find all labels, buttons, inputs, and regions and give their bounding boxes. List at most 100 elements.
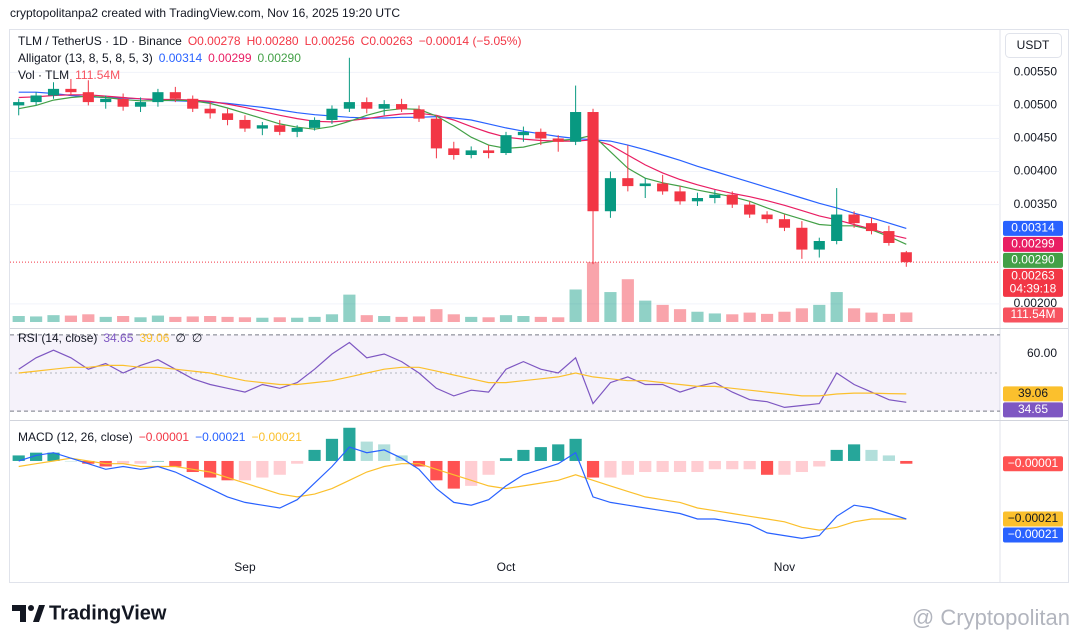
legend-item: MACD (12, 26, close) [18, 430, 133, 444]
legend-item: H0.00280 [247, 34, 299, 48]
volume-bar [673, 309, 687, 322]
histogram-bar [534, 447, 547, 461]
histogram-bar [726, 460, 739, 470]
histogram-bar [117, 460, 130, 464]
candle-body [691, 198, 704, 202]
candle-body [500, 135, 512, 154]
volume-bar [882, 313, 895, 322]
price-badge [1003, 527, 1063, 543]
volume-bar [552, 317, 565, 322]
histogram-bar [151, 460, 165, 462]
legend-row: Alligator (13, 8, 5, 8, 5, 3) 0.00314 0.00… [18, 51, 301, 65]
histogram-bar [204, 460, 217, 478]
histogram-bar [360, 441, 373, 461]
volume-bar [308, 316, 321, 322]
candle-body [483, 150, 495, 154]
histogram-bar [64, 460, 78, 462]
candle-body [430, 118, 442, 149]
histogram-bar [621, 460, 634, 475]
histogram-bar [325, 438, 339, 461]
candle-body [378, 104, 390, 109]
histogram-bar [378, 444, 391, 461]
candle-body [169, 92, 181, 99]
legend-item: ∅ [175, 331, 185, 345]
candle-body [552, 138, 564, 142]
y-tick-label: 0.00450 [1014, 131, 1058, 145]
header: cryptopolitanpa2 created with TradingVie… [10, 6, 400, 20]
volume-bar [743, 312, 756, 322]
volume-bar [795, 308, 808, 322]
histogram-bar [656, 460, 669, 473]
price-badge [1003, 511, 1063, 527]
y-tick-label: 0.00200 [1014, 296, 1058, 310]
volume-bar [708, 313, 721, 322]
candle-body [30, 95, 42, 103]
currency-button[interactable] [1005, 33, 1062, 58]
histogram-bar [604, 460, 617, 478]
currency[interactable]: USDT [1017, 38, 1050, 52]
histogram-bar [882, 455, 895, 461]
legend-item: O0.00278 [188, 34, 241, 48]
legend-item: −0.00021 [195, 430, 246, 444]
candle-body [517, 131, 529, 136]
line [18, 457, 907, 531]
volume-bar [360, 315, 373, 322]
candle-body [100, 98, 112, 103]
price-badge [1003, 402, 1063, 418]
candle-body [831, 214, 843, 241]
volume-bar [378, 316, 391, 322]
volume-bar [621, 279, 634, 322]
candle-body [587, 112, 599, 212]
price-badge-label: 04:39:18 [1010, 282, 1057, 296]
volume-bar [569, 289, 582, 322]
volume-bar [847, 308, 861, 322]
histogram-bar [830, 449, 843, 461]
legend-item: −0.00021 [251, 430, 302, 444]
candle-body [639, 183, 651, 187]
candle-body [239, 119, 251, 129]
volume-bar [465, 316, 478, 322]
candle-body [709, 194, 721, 199]
volume-bar [99, 316, 112, 322]
line [18, 364, 907, 397]
y-tick-label: 0.00350 [1014, 197, 1058, 211]
legend-item: −0.00014 (−5.05%) [419, 34, 522, 48]
candle-body [152, 92, 164, 103]
histogram-bar [743, 460, 756, 470]
volume-bar [499, 315, 513, 322]
y-tick-label: 0.00500 [1014, 98, 1058, 112]
histogram-bar [82, 460, 95, 464]
candle-body [361, 102, 373, 109]
chart-frame [9, 29, 1069, 583]
candle-body [570, 112, 582, 142]
candle-body [448, 148, 460, 156]
volume-bar [117, 316, 130, 322]
candle-body [848, 214, 860, 224]
candle-body [65, 88, 77, 93]
legend-row: TLM / TetherUS · 1D · Binance O0.00278 H0.… [18, 34, 521, 48]
volume-bar [325, 314, 339, 322]
candle-body [813, 240, 825, 250]
volume-bar [639, 300, 652, 322]
volume-bar [395, 316, 408, 322]
candle-body [256, 125, 268, 129]
legend-item: 0.00314 [159, 51, 203, 65]
candle-body [308, 119, 321, 128]
price-badge-label: 0.00299 [1011, 237, 1055, 251]
volume-bar [412, 316, 426, 322]
volume-bar [343, 294, 356, 322]
volume-bar [691, 311, 704, 322]
histogram-bar [482, 460, 495, 475]
candle-body [796, 227, 808, 250]
histogram-bar [186, 460, 199, 473]
histogram-bar [134, 460, 147, 464]
histogram-bar [691, 460, 704, 473]
candle-body [82, 92, 94, 103]
histogram-bar [813, 460, 826, 467]
legend-item: ∅ [192, 331, 202, 345]
histogram-bar [169, 460, 182, 467]
histogram-bar [291, 460, 304, 464]
histogram-bar [238, 460, 252, 481]
histogram-bar [30, 452, 43, 461]
candle-body [657, 183, 669, 192]
